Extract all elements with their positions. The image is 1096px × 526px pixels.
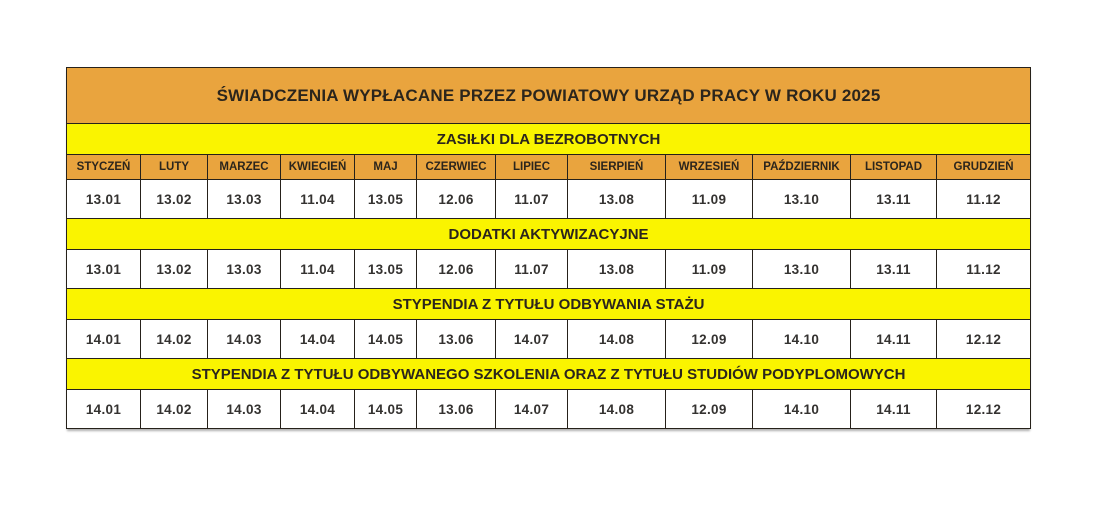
payment-date: 13.11 [850,249,937,289]
month-header: CZERWIEC [416,154,496,180]
section-title-internship: STYPENDIA Z TYTUŁU ODBYWANIA STAŻU [65,288,1032,320]
payment-date: 13.06 [416,389,496,429]
title-row: ŚWIADCZENIA WYPŁACANE PRZEZ POWIATOWY UR… [65,67,1032,124]
dates-row-benefits: 13.01 13.02 13.03 11.04 13.05 12.06 11.0… [66,179,1032,219]
payment-date: 14.01 [66,319,141,359]
payment-date: 14.03 [207,389,281,429]
payment-date: 14.05 [354,389,417,429]
payment-date: 14.07 [495,389,568,429]
month-header: LUTY [140,154,208,180]
month-header: LIPIEC [495,154,568,180]
payment-date: 13.10 [752,249,851,289]
payment-date: 14.11 [850,389,937,429]
section-title-training: STYPENDIA Z TYTUŁU ODBYWANEGO SZKOLENIA … [65,358,1032,390]
payment-date: 13.01 [66,249,141,289]
payment-date: 13.11 [850,179,937,219]
dates-row-activation: 13.01 13.02 13.03 11.04 13.05 12.06 11.0… [66,249,1032,289]
dates-row-training: 14.01 14.02 14.03 14.04 14.05 13.06 14.0… [66,389,1032,429]
month-header: MAJ [354,154,417,180]
payment-date: 11.07 [495,179,568,219]
document-title: ŚWIADCZENIA WYPŁACANE PRZEZ POWIATOWY UR… [65,67,1032,124]
dates-row-internship: 14.01 14.02 14.03 14.04 14.05 13.06 14.0… [66,319,1032,359]
months-row: STYCZEŃ LUTY MARZEC KWIECIEŃ MAJ CZERWIE… [66,154,1032,180]
payment-date: 13.02 [140,249,208,289]
payment-date: 14.02 [140,319,208,359]
payment-date: 14.02 [140,389,208,429]
month-header: MARZEC [207,154,281,180]
payment-date: 14.07 [495,319,568,359]
payment-date: 11.04 [280,179,355,219]
payment-date: 13.08 [567,179,666,219]
payment-date: 14.04 [280,319,355,359]
payment-date: 12.12 [935,319,1032,359]
payment-date: 11.12 [935,179,1032,219]
payment-date: 11.04 [280,249,355,289]
payment-date: 13.03 [207,249,281,289]
payment-date: 13.01 [66,179,141,219]
month-header: PAŹDZIERNIK [752,154,851,180]
payments-schedule-table: ŚWIADCZENIA WYPŁACANE PRZEZ POWIATOWY UR… [65,67,1032,429]
month-header: LISTOPAD [850,154,937,180]
payment-date: 13.06 [416,319,496,359]
payment-date: 12.12 [935,389,1032,429]
payment-date: 12.09 [665,319,753,359]
payment-date: 11.09 [665,249,753,289]
payment-date: 14.08 [567,389,666,429]
payment-date: 14.04 [280,389,355,429]
section-title-activation: DODATKI AKTYWIZACYJNE [65,218,1032,250]
payment-date: 13.05 [354,249,417,289]
payment-date: 14.08 [567,319,666,359]
payment-date: 14.05 [354,319,417,359]
month-header: WRZESIEŃ [665,154,753,180]
payment-date: 12.06 [416,179,496,219]
section-header-row: STYPENDIA Z TYTUŁU ODBYWANIA STAŻU [65,288,1032,320]
payment-date: 13.02 [140,179,208,219]
section-title-benefits: ZASIŁKI DLA BEZROBOTNYCH [65,123,1032,155]
payment-date: 11.09 [665,179,753,219]
month-header: STYCZEŃ [66,154,141,180]
payment-date: 14.10 [752,319,851,359]
section-header-row: ZASIŁKI DLA BEZROBOTNYCH [65,123,1032,155]
payment-date: 13.08 [567,249,666,289]
payment-date: 11.12 [935,249,1032,289]
payment-date: 13.05 [354,179,417,219]
section-header-row: DODATKI AKTYWIZACYJNE [65,218,1032,250]
payment-date: 14.11 [850,319,937,359]
payment-date: 13.03 [207,179,281,219]
payment-date: 14.03 [207,319,281,359]
payment-date: 14.01 [66,389,141,429]
section-header-row: STYPENDIA Z TYTUŁU ODBYWANEGO SZKOLENIA … [65,358,1032,390]
payment-date: 14.10 [752,389,851,429]
payment-date: 13.10 [752,179,851,219]
month-header: KWIECIEŃ [280,154,355,180]
payment-date: 12.06 [416,249,496,289]
payment-date: 12.09 [665,389,753,429]
payment-date: 11.07 [495,249,568,289]
month-header: GRUDZIEŃ [935,154,1032,180]
month-header: SIERPIEŃ [567,154,666,180]
